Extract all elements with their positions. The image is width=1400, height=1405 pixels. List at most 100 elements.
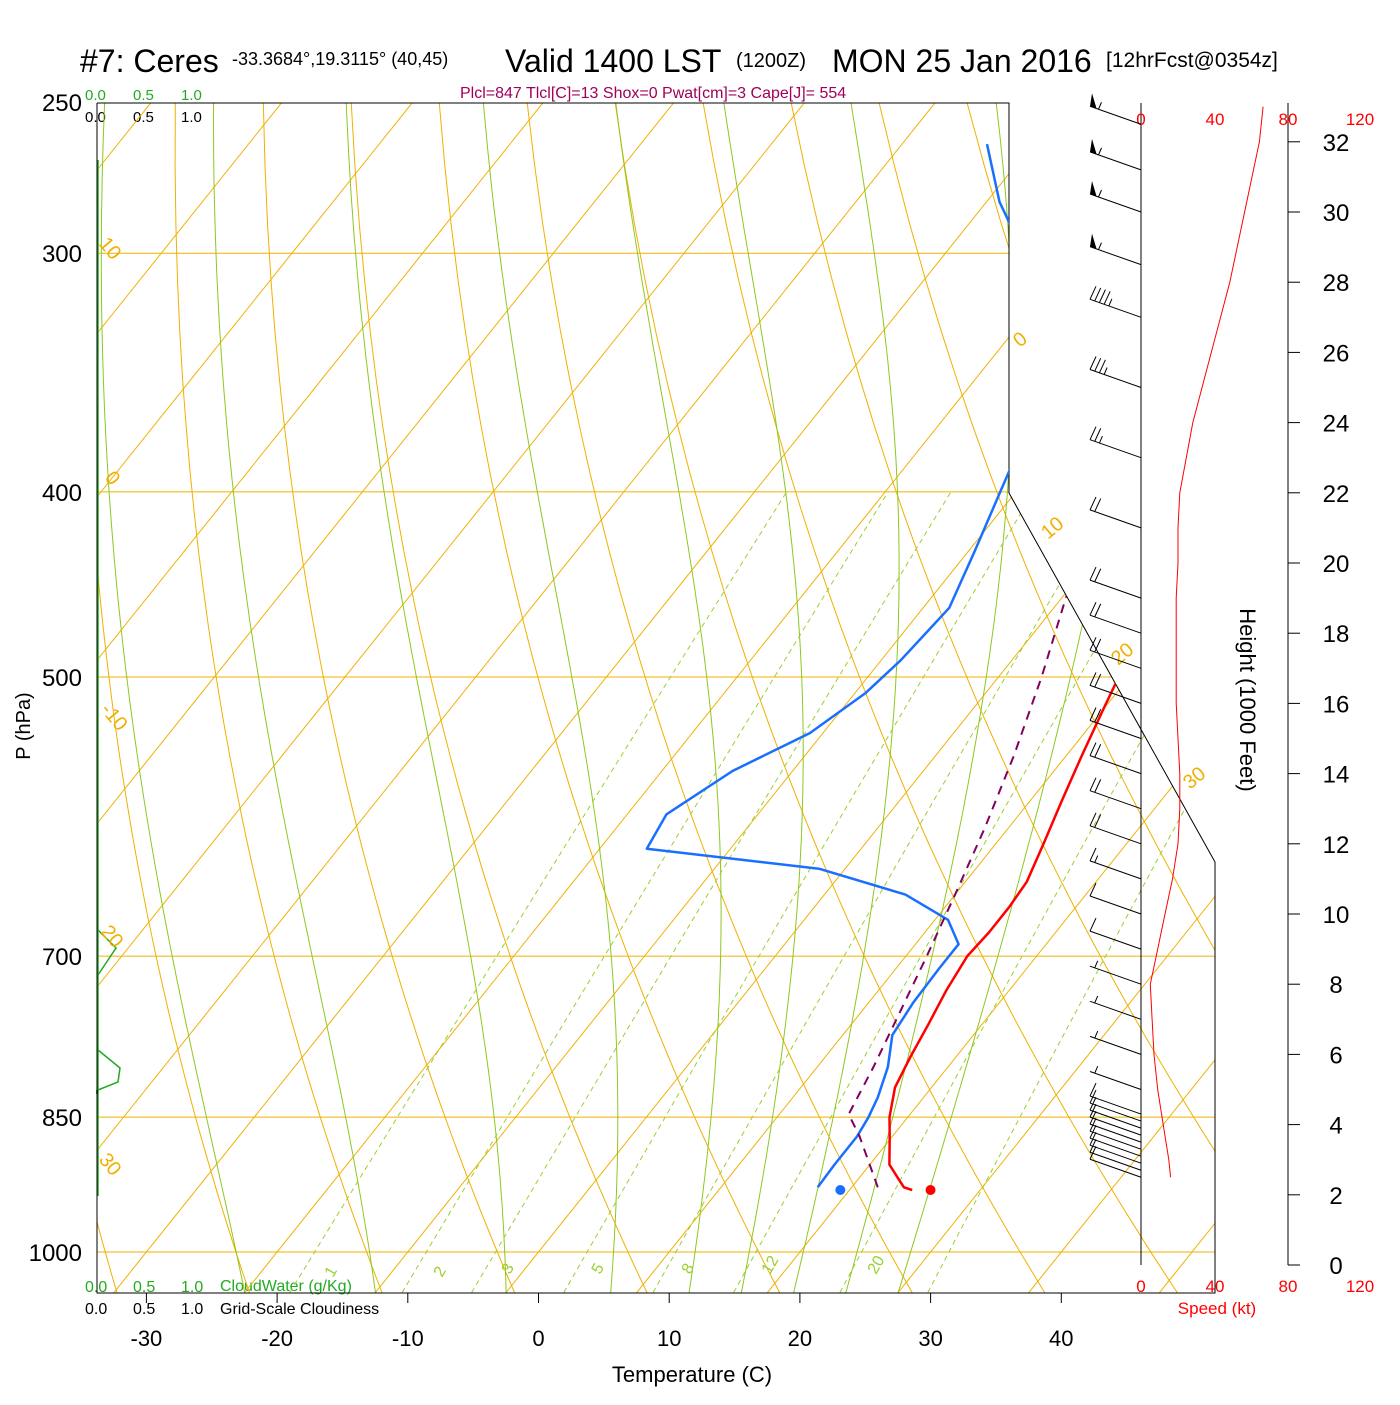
isotherm-label: 30 — [94, 1149, 125, 1180]
wind-barb-feather — [1104, 291, 1110, 304]
wind-barb-feather — [1095, 814, 1101, 827]
height-tick-label: 30 — [1323, 200, 1350, 227]
plot-frame — [97, 103, 1215, 1293]
height-tick-label: 14 — [1323, 762, 1350, 789]
wind-barb-half-feather — [1095, 1066, 1098, 1073]
header-station: #7: Ceres — [80, 43, 219, 79]
wind-barb-feather — [1090, 357, 1096, 370]
wind-barb-feather — [1095, 639, 1101, 652]
speed-tick-top: 80 — [1279, 110, 1298, 129]
wind-barb-staff — [1090, 896, 1141, 914]
wind-barb-feather — [1090, 602, 1096, 615]
wind-barb-staff — [1090, 1110, 1141, 1128]
x-tick-label: -30 — [131, 1326, 163, 1351]
wind-barb-half-feather — [1098, 243, 1101, 250]
isotherm-label: 10 — [1037, 513, 1068, 544]
pressure-tick-label: 700 — [42, 944, 82, 971]
wind-barb-staff — [1090, 685, 1141, 703]
wind-barb-staff — [1090, 756, 1141, 774]
wind-barb-half-feather — [1099, 436, 1102, 443]
height-tick-label: 12 — [1323, 832, 1350, 859]
wind-barb-feather — [1090, 497, 1096, 510]
wind-barb-half-feather — [1095, 996, 1098, 1003]
wind-barb-feather — [1090, 918, 1096, 931]
wind-barb-staff — [1090, 510, 1141, 528]
cloud-green-tick-0: 0.0 — [85, 87, 106, 104]
wind-barb-staff — [1090, 1001, 1141, 1019]
wind-barb-feather — [1090, 848, 1096, 861]
speed-tick-bottom: 80 — [1279, 1277, 1298, 1296]
wind-barb-pennant — [1090, 93, 1097, 108]
isotherm-label: 0 — [100, 467, 124, 490]
wind-barb-feather — [1099, 290, 1105, 303]
pressure-tick-label: 300 — [42, 241, 82, 268]
isotherm-label: 30 — [1179, 763, 1210, 794]
mixing-ratio-label: 5 — [589, 1261, 608, 1277]
moist-adiabat-line — [344, 0, 507, 1292]
height-tick-label: 4 — [1329, 1113, 1342, 1140]
y2-axis-title: Height (1000 Feet) — [1235, 608, 1260, 791]
mixing-ratio-line — [285, 492, 786, 1300]
mixing-ratio-label: 12 — [759, 1253, 783, 1277]
height-tick-label: 0 — [1329, 1253, 1342, 1280]
wind-barb-half-feather — [1098, 102, 1101, 109]
cloud-green-tick-1: 0.5 — [133, 87, 154, 104]
wind-barb-staff — [1090, 1096, 1141, 1114]
cloudwater-label: CloudWater (g/Kg) — [220, 1278, 352, 1295]
wind-barb-staff — [1090, 1138, 1141, 1156]
wind-barb-staff — [1090, 966, 1141, 984]
pressure-tick-label: 500 — [42, 665, 82, 692]
wind-barb-staff — [1090, 194, 1141, 212]
height-tick-label: 24 — [1323, 411, 1350, 438]
wind-barb-staff — [1090, 1072, 1141, 1090]
wind-barb-staff — [1090, 1145, 1141, 1163]
x-tick-label: 40 — [1049, 1326, 1073, 1351]
wind-barb-pennant — [1090, 181, 1097, 196]
header-forecast: [12hrFcst@0354z] — [1106, 49, 1278, 72]
header-indices: Plcl=847 Tlcl[C]=13 Shox=0 Pwat[cm]=3 Ca… — [460, 85, 846, 102]
wind-barb-staff — [1090, 580, 1141, 598]
mixing-ratio-label: 2 — [431, 1264, 450, 1280]
wind-barb-feather — [1090, 427, 1096, 440]
wind-barb-feather — [1090, 567, 1096, 580]
x-tick-label: 10 — [657, 1326, 681, 1351]
moist-adiabat-line — [473, 0, 618, 1292]
x-tick-label: 30 — [918, 1326, 942, 1351]
wind-barb-staff — [1090, 615, 1141, 633]
x-tick-label: 20 — [788, 1326, 812, 1351]
surface-dewpoint-dot — [835, 1185, 845, 1195]
wind-barb-staff — [1090, 1103, 1141, 1121]
cloud-scale-top: 0.0 0.5 1.0 0.0 0.5 1.0 — [85, 87, 202, 126]
cloud-black-tick-2: 1.0 — [181, 109, 202, 126]
wind-barb-feather — [1090, 778, 1096, 791]
wind-barb-staff — [1090, 861, 1141, 879]
wind-barb-feather — [1090, 743, 1096, 756]
mixing-ratio-line — [649, 492, 1114, 1300]
mixing-ratio-line — [467, 492, 951, 1300]
sounding-series — [647, 144, 1314, 1195]
wind-barb-staff — [1090, 152, 1141, 170]
height-tick-label: 18 — [1323, 621, 1350, 648]
cloud-black-tick-0: 0.0 — [85, 109, 106, 126]
height-tick-label: 10 — [1323, 902, 1350, 929]
dewpoint-line — [647, 144, 1048, 1187]
wind-barb-feather — [1090, 672, 1096, 685]
wind-barb-staff — [1090, 247, 1141, 265]
wind-barb-feather — [1095, 358, 1101, 371]
isotherm-label: 0 — [1009, 328, 1032, 352]
pressure-tick-label: 850 — [42, 1105, 82, 1132]
wind-barb-half-feather — [1098, 148, 1101, 155]
wind-panel: 0246810121416182022242628303200404080801… — [1090, 93, 1374, 1296]
speed-axis-label: Speed (kt) — [1178, 1299, 1256, 1318]
wind-barb-feather — [1095, 744, 1101, 757]
height-tick-label: 2 — [1329, 1183, 1342, 1210]
speed-tick-top: 0 — [1136, 110, 1145, 129]
mixing-ratio-label: 3 — [499, 1261, 518, 1277]
wind-barb-feather — [1095, 569, 1101, 582]
wind-barb-feather — [1090, 1083, 1096, 1096]
cloudiness-label: Grid-Scale Cloudiness — [220, 1301, 379, 1318]
wind-barb-staff — [1090, 931, 1141, 949]
height-tick-label: 6 — [1329, 1042, 1342, 1069]
wind-barb-staff — [1090, 1124, 1141, 1142]
